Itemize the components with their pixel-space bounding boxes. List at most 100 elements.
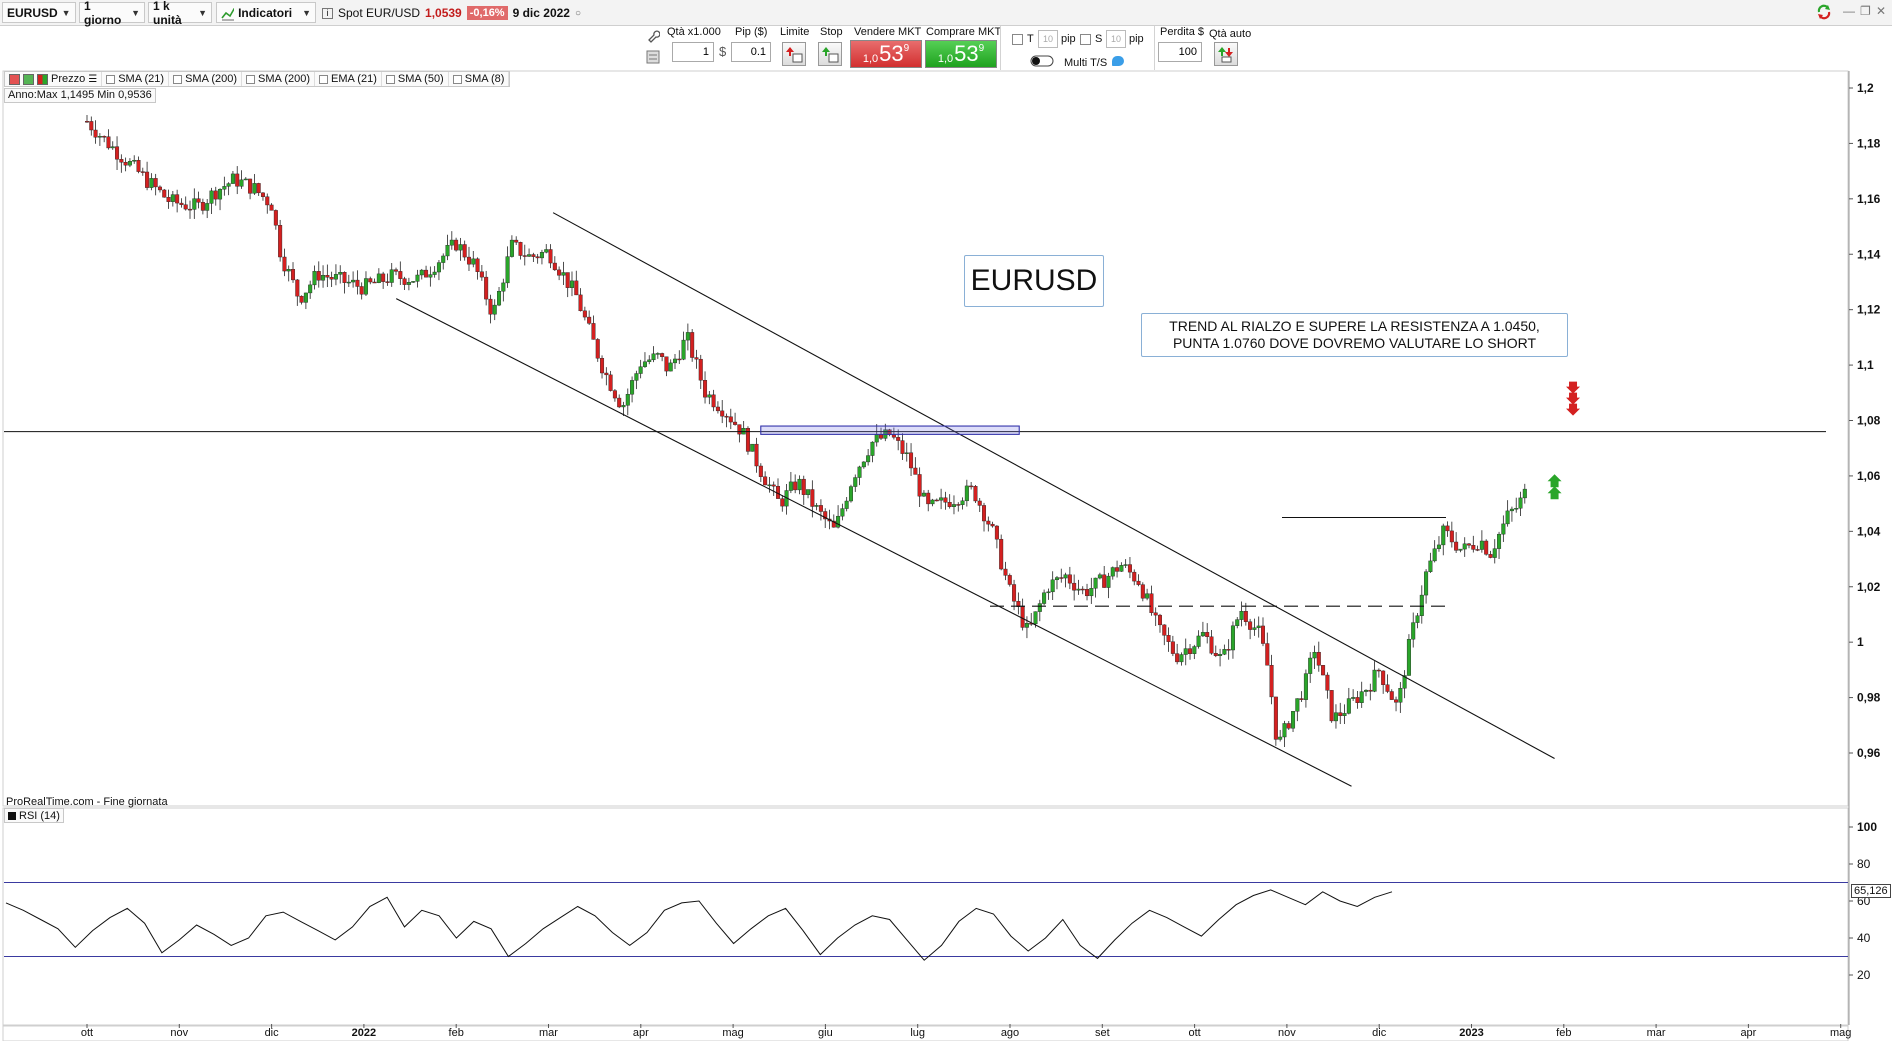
candle-down <box>157 186 162 191</box>
indicator-checkbox[interactable] <box>319 74 329 84</box>
candle-down <box>514 239 519 243</box>
candle-up <box>866 455 871 463</box>
candle-up <box>149 178 154 188</box>
move-indicator-icon[interactable] <box>23 73 34 85</box>
candle-up <box>539 252 544 259</box>
candle-up <box>1222 649 1227 655</box>
indicator-item[interactable]: EMA (21) <box>315 72 382 86</box>
candle-down <box>1381 670 1386 685</box>
indicators-button[interactable]: Indicatori ▼ <box>216 2 316 23</box>
candle-up <box>222 186 227 190</box>
candle-down <box>891 434 896 438</box>
pip-input[interactable] <box>731 42 771 62</box>
qty-input[interactable] <box>672 42 714 62</box>
rsi-last-value: 65,126 <box>1851 884 1891 898</box>
candle-down <box>153 178 158 188</box>
take-profit-input[interactable]: 10 <box>1038 30 1058 48</box>
info-icon[interactable]: i <box>322 7 333 19</box>
buy-market-button[interactable]: 1,0 53 9 <box>925 40 997 68</box>
instrument-info: i Spot EUR/USD 1,0539 -0,16% 9 dic 2022 … <box>322 4 581 22</box>
candle-up <box>110 146 115 149</box>
close-icon[interactable]: ✕ <box>1876 4 1887 18</box>
candle-down <box>660 353 665 357</box>
candle-down <box>608 374 613 391</box>
candle-down <box>1102 574 1107 588</box>
indicator-item[interactable]: SMA (200) <box>169 72 243 86</box>
candle-down <box>1355 697 1360 703</box>
units-label: 1 k unità <box>153 0 182 27</box>
candle-up <box>1063 574 1068 579</box>
candle-up <box>840 508 845 517</box>
candle-down <box>810 489 815 507</box>
indicator-checkbox[interactable] <box>385 74 395 84</box>
chart-title-box[interactable]: EURUSD <box>964 255 1104 307</box>
candle-down <box>175 194 180 204</box>
candle-up <box>951 504 956 507</box>
candle-down <box>548 249 553 264</box>
indicator-label: SMA (8) <box>464 73 505 85</box>
units-selector[interactable]: 1 k unità ▼ <box>148 0 212 27</box>
candle-down <box>273 210 278 226</box>
candle-down <box>1016 601 1021 607</box>
indicator-checkbox[interactable] <box>246 74 256 84</box>
candle-down <box>703 380 708 398</box>
add-indicator-icon[interactable] <box>9 73 20 85</box>
candle-up <box>351 279 356 283</box>
indicator-item[interactable]: SMA (50) <box>382 72 449 86</box>
candle-down <box>913 467 918 475</box>
indicator-item[interactable]: SMA (8) <box>449 72 510 86</box>
take-profit-checkbox[interactable] <box>1012 34 1023 45</box>
candle-up <box>1432 548 1437 562</box>
candle-down <box>394 269 399 272</box>
candle-down <box>359 286 364 295</box>
candle-up <box>1230 625 1235 651</box>
symbol-selector[interactable]: EURUSD ▼ <box>2 2 76 23</box>
stop-order-button[interactable] <box>818 42 842 66</box>
indicator-checkbox[interactable] <box>452 74 462 84</box>
minimize-icon[interactable]: — <box>1843 4 1855 18</box>
timeframe-selector[interactable]: 1 giorno ▼ <box>79 0 145 27</box>
price-chart[interactable]: 1,21,181,161,141,121,11,081,061,041,0210… <box>0 70 1892 1041</box>
y-tick-label: 1,16 <box>1857 192 1881 206</box>
candle-down <box>299 295 304 303</box>
candle-down <box>484 276 489 300</box>
candle-down <box>578 294 583 312</box>
loss-input[interactable] <box>1158 42 1202 62</box>
multi-ts-toggle[interactable] <box>1030 55 1054 67</box>
candle-down <box>694 357 699 360</box>
analysis-note-box[interactable]: TREND AL RIALZO E SUPERE LA RESISTENZA A… <box>1141 313 1568 357</box>
candle-up <box>655 353 660 355</box>
candle-down <box>1286 723 1291 729</box>
wrench-icon[interactable] <box>646 29 660 43</box>
rsi-indicator-label[interactable]: RSI (14) <box>4 808 64 823</box>
list-icon[interactable]: ☰ <box>88 73 98 85</box>
refresh-icon[interactable] <box>1815 3 1833 21</box>
candle-down <box>260 192 265 197</box>
stop-loss-checkbox[interactable] <box>1080 34 1091 45</box>
candle-up <box>1308 657 1313 674</box>
candle-up <box>436 262 441 273</box>
calculator-icon[interactable] <box>646 50 660 64</box>
qty-auto-button[interactable] <box>1214 42 1238 66</box>
restore-icon[interactable]: ❐ <box>1860 4 1871 18</box>
x-tick-label: nov <box>1278 1027 1296 1039</box>
limit-order-button[interactable] <box>782 42 806 66</box>
indicator-item[interactable]: SMA (200) <box>242 72 316 86</box>
candle-up <box>338 272 343 275</box>
candle-down <box>1484 540 1489 555</box>
candle-up <box>449 239 454 246</box>
indicator-toolbar-tools[interactable]: Prezzo ☰ <box>5 72 103 86</box>
stop-loss-input[interactable]: 10 <box>1106 30 1126 48</box>
candle-up <box>1428 560 1433 572</box>
indicator-checkbox[interactable] <box>106 74 116 84</box>
candle-down <box>711 394 716 408</box>
sell-market-button[interactable]: 1,0 53 9 <box>850 40 922 68</box>
indicator-item[interactable]: SMA (21) <box>102 72 170 86</box>
candle-down <box>617 397 622 408</box>
y-tick-label: 1,04 <box>1857 524 1881 538</box>
indicator-checkbox[interactable] <box>173 74 183 84</box>
candle-up <box>1351 697 1356 699</box>
candle-up <box>561 272 566 276</box>
candle-up <box>750 443 755 452</box>
candle-up <box>1110 567 1115 577</box>
